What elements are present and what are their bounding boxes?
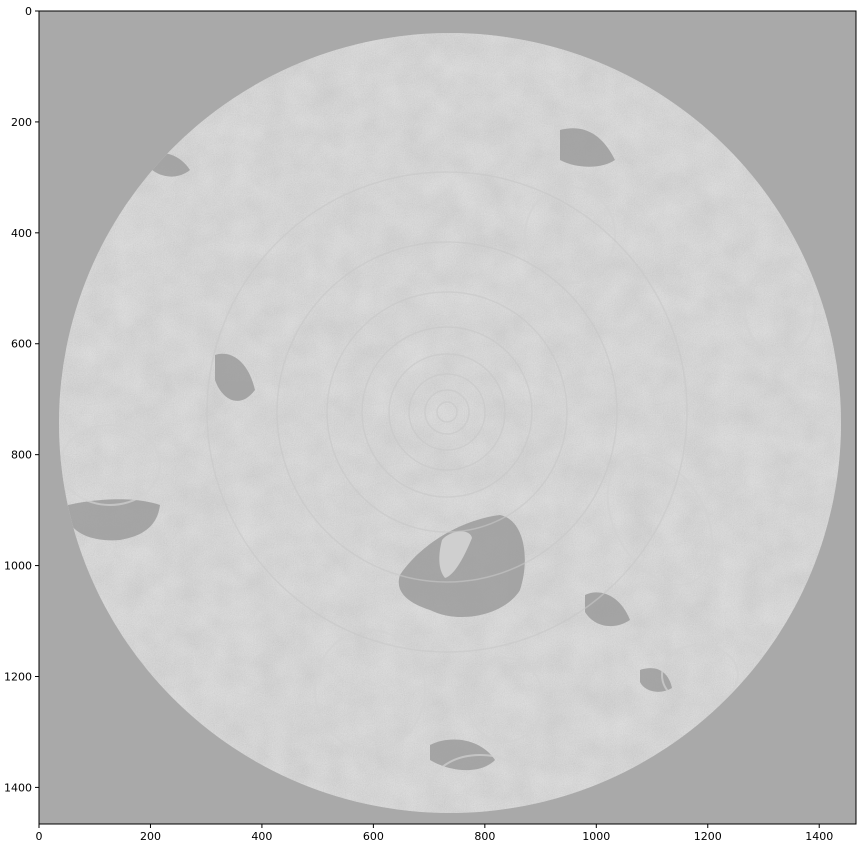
x-tick-label: 0 (36, 830, 43, 843)
pore-regions (68, 128, 672, 771)
axes-frame (38, 10, 857, 825)
x-tick-label: 400 (251, 830, 272, 843)
x-tick-label: 800 (474, 830, 495, 843)
y-tick-label: 1400 (4, 781, 32, 794)
x-tick-label: 1200 (694, 830, 722, 843)
x-tick-label: 1400 (805, 830, 833, 843)
scan-texture (59, 33, 841, 813)
ct-scan-cross-section-image (59, 33, 841, 813)
x-tick-label: 600 (363, 830, 384, 843)
x-tick-label: 1000 (582, 830, 610, 843)
x-tick-label: 200 (140, 830, 161, 843)
bright-fragment (439, 531, 472, 578)
y-tick-label: 1200 (4, 670, 32, 683)
y-tick-label: 0 (25, 5, 32, 18)
y-tick-label: 600 (11, 338, 32, 351)
y-axis: 0 200 400 600 800 1000 1200 1400 (4, 5, 39, 794)
y-tick-label: 400 (11, 227, 32, 240)
ring-artifacts (206, 171, 688, 653)
x-axis: 0 200 400 600 800 1000 1200 1400 (36, 824, 833, 843)
y-tick-label: 1000 (4, 560, 32, 573)
y-tick-label: 800 (11, 449, 32, 462)
y-tick-label: 200 (11, 116, 32, 129)
